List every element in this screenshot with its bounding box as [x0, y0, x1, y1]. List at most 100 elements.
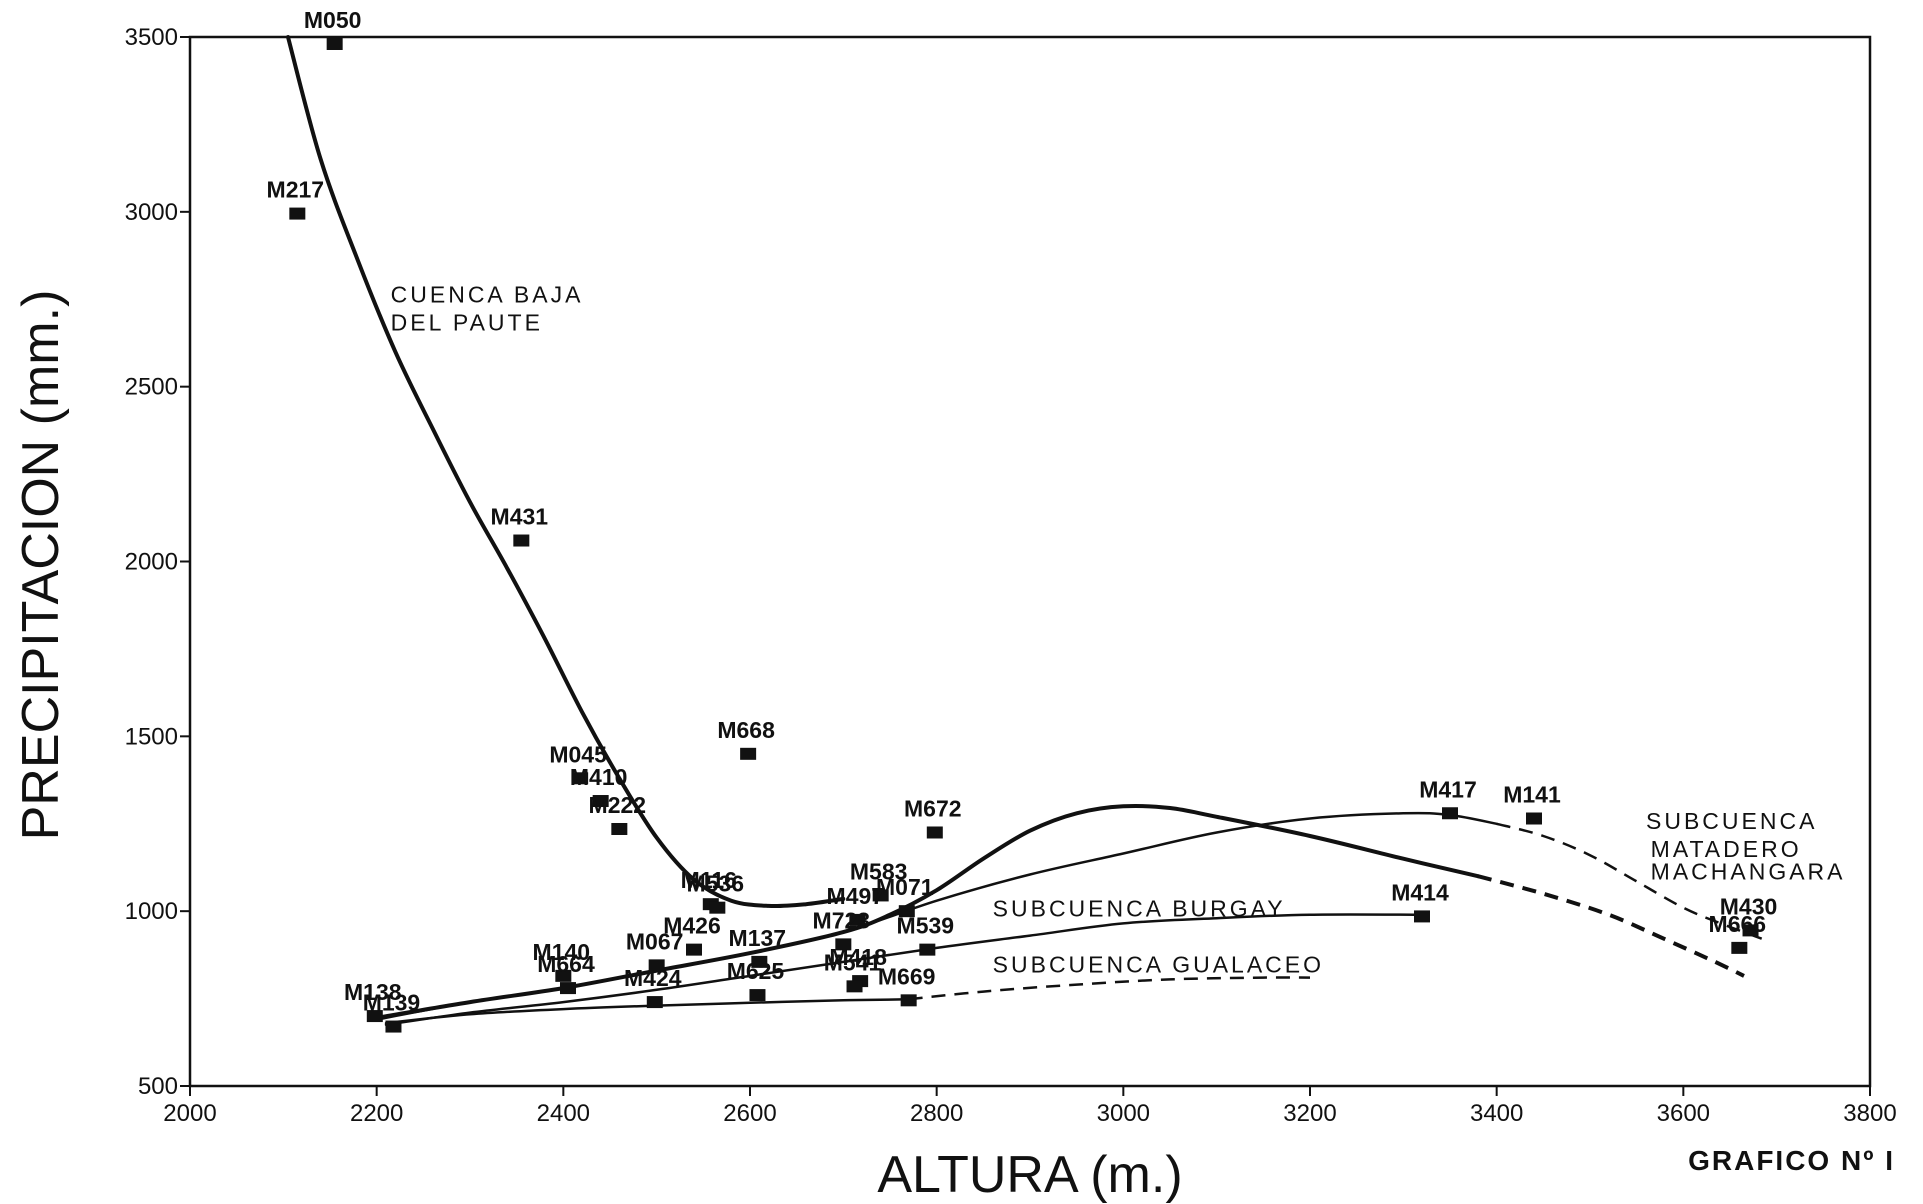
- point-label: M583: [850, 858, 908, 884]
- x-tick-label: 2200: [350, 1100, 403, 1127]
- point-label: M138: [344, 979, 402, 1005]
- data-point: [648, 959, 665, 972]
- point-label: M672: [904, 795, 962, 821]
- point-label: M217: [267, 177, 325, 203]
- x-axis-title: ALTURA (m.): [877, 1146, 1182, 1204]
- annotation-label: CUENCA BAJA: [391, 282, 584, 308]
- point-label: M418: [829, 944, 887, 970]
- annotation-label: DEL PAUTE: [391, 310, 543, 336]
- data-point: [740, 747, 757, 760]
- point-label: M536: [687, 871, 745, 897]
- data-point: [898, 905, 915, 918]
- data-point: [846, 980, 863, 993]
- point-label: M116: [681, 867, 737, 893]
- x-tick-label: 2400: [537, 1100, 590, 1127]
- data-point: [749, 989, 766, 1002]
- data-point: [326, 37, 343, 50]
- y-tick-label: 3000: [125, 199, 178, 226]
- y-tick-label: 500: [138, 1073, 178, 1100]
- data-point: [751, 955, 768, 968]
- data-point: [560, 982, 576, 995]
- y-tick-label: 3500: [125, 24, 178, 51]
- annotation-label: MATADERO: [1651, 836, 1802, 862]
- data-point: [366, 1010, 383, 1023]
- point-label: M497: [827, 883, 885, 909]
- series-curve-dashed: [908, 976, 1311, 1001]
- point-label: M410: [570, 764, 628, 790]
- point-label: M071: [876, 874, 934, 900]
- data-point: [872, 889, 889, 902]
- data-point: [849, 913, 866, 926]
- data-point: [1526, 812, 1542, 825]
- data-point: [709, 901, 726, 914]
- x-tick-label: 2000: [163, 1100, 216, 1127]
- series-curve-dashed: [1496, 822, 1764, 941]
- data-point: [513, 534, 530, 547]
- point-label: M541: [824, 949, 882, 975]
- x-tick-label: 2600: [723, 1100, 776, 1127]
- series-curve: [384, 913, 1424, 1027]
- y-tick-label: 1500: [125, 723, 178, 750]
- data-point: [1731, 941, 1748, 954]
- data-point: [289, 207, 306, 220]
- point-label: M424: [624, 965, 682, 991]
- y-axis-title: PRECIPITACION (mm.): [12, 290, 70, 841]
- data-point: [646, 996, 663, 1009]
- data-point: [1442, 807, 1458, 820]
- point-label: M668: [717, 717, 775, 743]
- y-tick-label: 2000: [125, 549, 178, 576]
- data-point: [900, 994, 917, 1007]
- series-curve: [286, 35, 846, 909]
- point-label: M222: [589, 792, 647, 818]
- data-point: [926, 826, 943, 839]
- plot-frame: [188, 35, 1872, 1088]
- point-label: M414: [1391, 879, 1449, 905]
- annotation-label: MACHANGARA: [1651, 859, 1846, 885]
- x-tick-label: 3600: [1657, 1100, 1710, 1127]
- annotation-label: SUBCUENCA GUALACEO: [993, 951, 1324, 977]
- point-label: M140: [533, 939, 591, 965]
- y-tick-label: 2500: [125, 374, 178, 401]
- fitted-curves: [286, 35, 1764, 1027]
- point-label: M141: [1503, 782, 1561, 808]
- x-tick-label: 3200: [1283, 1100, 1336, 1127]
- point-label: M137: [729, 925, 787, 951]
- x-tick-label: 2800: [910, 1100, 963, 1127]
- data-point: [919, 943, 936, 956]
- data-point: [592, 795, 609, 808]
- series-curve-dashed: [1477, 874, 1745, 978]
- data-point: [686, 943, 702, 956]
- y-tick-label: 1000: [125, 898, 178, 925]
- point-label: M539: [897, 913, 955, 939]
- point-label: M664: [537, 951, 595, 977]
- data-point: [572, 772, 589, 785]
- point-label: M625: [727, 958, 785, 984]
- annotation-label: SUBCUENCA BURGAY: [993, 895, 1286, 921]
- data-point: [385, 1020, 402, 1033]
- x-tick-label: 3000: [1097, 1100, 1150, 1127]
- point-label: M426: [663, 913, 721, 939]
- point-label: M417: [1419, 776, 1477, 802]
- chart-caption: GRAFICO Nº I: [1688, 1145, 1895, 1176]
- point-label: M666: [1709, 911, 1767, 937]
- point-label: M139: [363, 990, 421, 1016]
- data-point: [1414, 910, 1430, 923]
- point-label: M431: [491, 504, 549, 530]
- point-label: M430: [1720, 893, 1778, 919]
- point-label: M050: [304, 7, 362, 33]
- axes: 2000 2200 2400 2600 2800 3000 3200 3400 3600 3800…: [125, 24, 1897, 1127]
- data-point: [611, 822, 628, 835]
- data-point: [1742, 924, 1759, 937]
- x-tick-label: 3800: [1843, 1100, 1896, 1127]
- point-label: M669: [878, 963, 936, 989]
- annotation-label: SUBCUENCA: [1646, 808, 1817, 834]
- data-point: [835, 938, 852, 951]
- x-tick-label: 3400: [1470, 1100, 1523, 1127]
- data-point: [555, 969, 572, 982]
- point-label: M067: [626, 928, 684, 954]
- point-label: M045: [549, 741, 607, 767]
- point-label: M723: [813, 907, 871, 933]
